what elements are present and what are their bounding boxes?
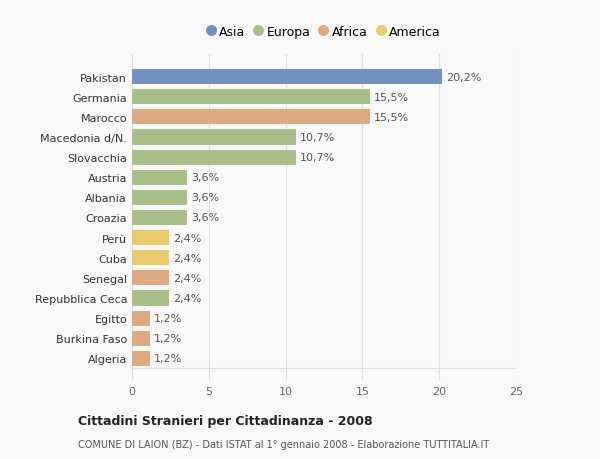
Text: 3,6%: 3,6% [191, 173, 219, 183]
Text: 2,4%: 2,4% [173, 273, 201, 283]
Legend: Asia, Europa, Africa, America: Asia, Europa, Africa, America [204, 22, 444, 43]
Bar [132, 170, 187, 185]
Bar [132, 150, 296, 165]
Bar [132, 190, 187, 206]
Text: 1,2%: 1,2% [154, 353, 182, 364]
Text: 3,6%: 3,6% [191, 213, 219, 223]
Text: 20,2%: 20,2% [446, 73, 481, 83]
Text: 1,2%: 1,2% [154, 313, 182, 324]
Text: 15,5%: 15,5% [374, 112, 409, 123]
Text: 2,4%: 2,4% [173, 293, 201, 303]
Text: COMUNE DI LAION (BZ) - Dati ISTAT al 1° gennaio 2008 - Elaborazione TUTTITALIA.I: COMUNE DI LAION (BZ) - Dati ISTAT al 1° … [78, 440, 489, 449]
Bar [132, 271, 169, 286]
Bar [132, 90, 370, 105]
Text: 3,6%: 3,6% [191, 193, 219, 203]
Text: 10,7%: 10,7% [300, 133, 335, 143]
Text: 2,4%: 2,4% [173, 233, 201, 243]
Bar [132, 311, 151, 326]
Text: 1,2%: 1,2% [154, 334, 182, 343]
Bar [132, 130, 296, 145]
Text: 2,4%: 2,4% [173, 253, 201, 263]
Bar [132, 251, 169, 266]
Bar [132, 291, 169, 306]
Bar [132, 351, 151, 366]
Text: 15,5%: 15,5% [374, 93, 409, 102]
Bar [132, 230, 169, 246]
Text: Cittadini Stranieri per Cittadinanza - 2008: Cittadini Stranieri per Cittadinanza - 2… [78, 414, 373, 428]
Text: 10,7%: 10,7% [300, 153, 335, 163]
Bar [132, 211, 187, 225]
Bar [132, 110, 370, 125]
Bar [132, 70, 442, 85]
Bar [132, 331, 151, 346]
